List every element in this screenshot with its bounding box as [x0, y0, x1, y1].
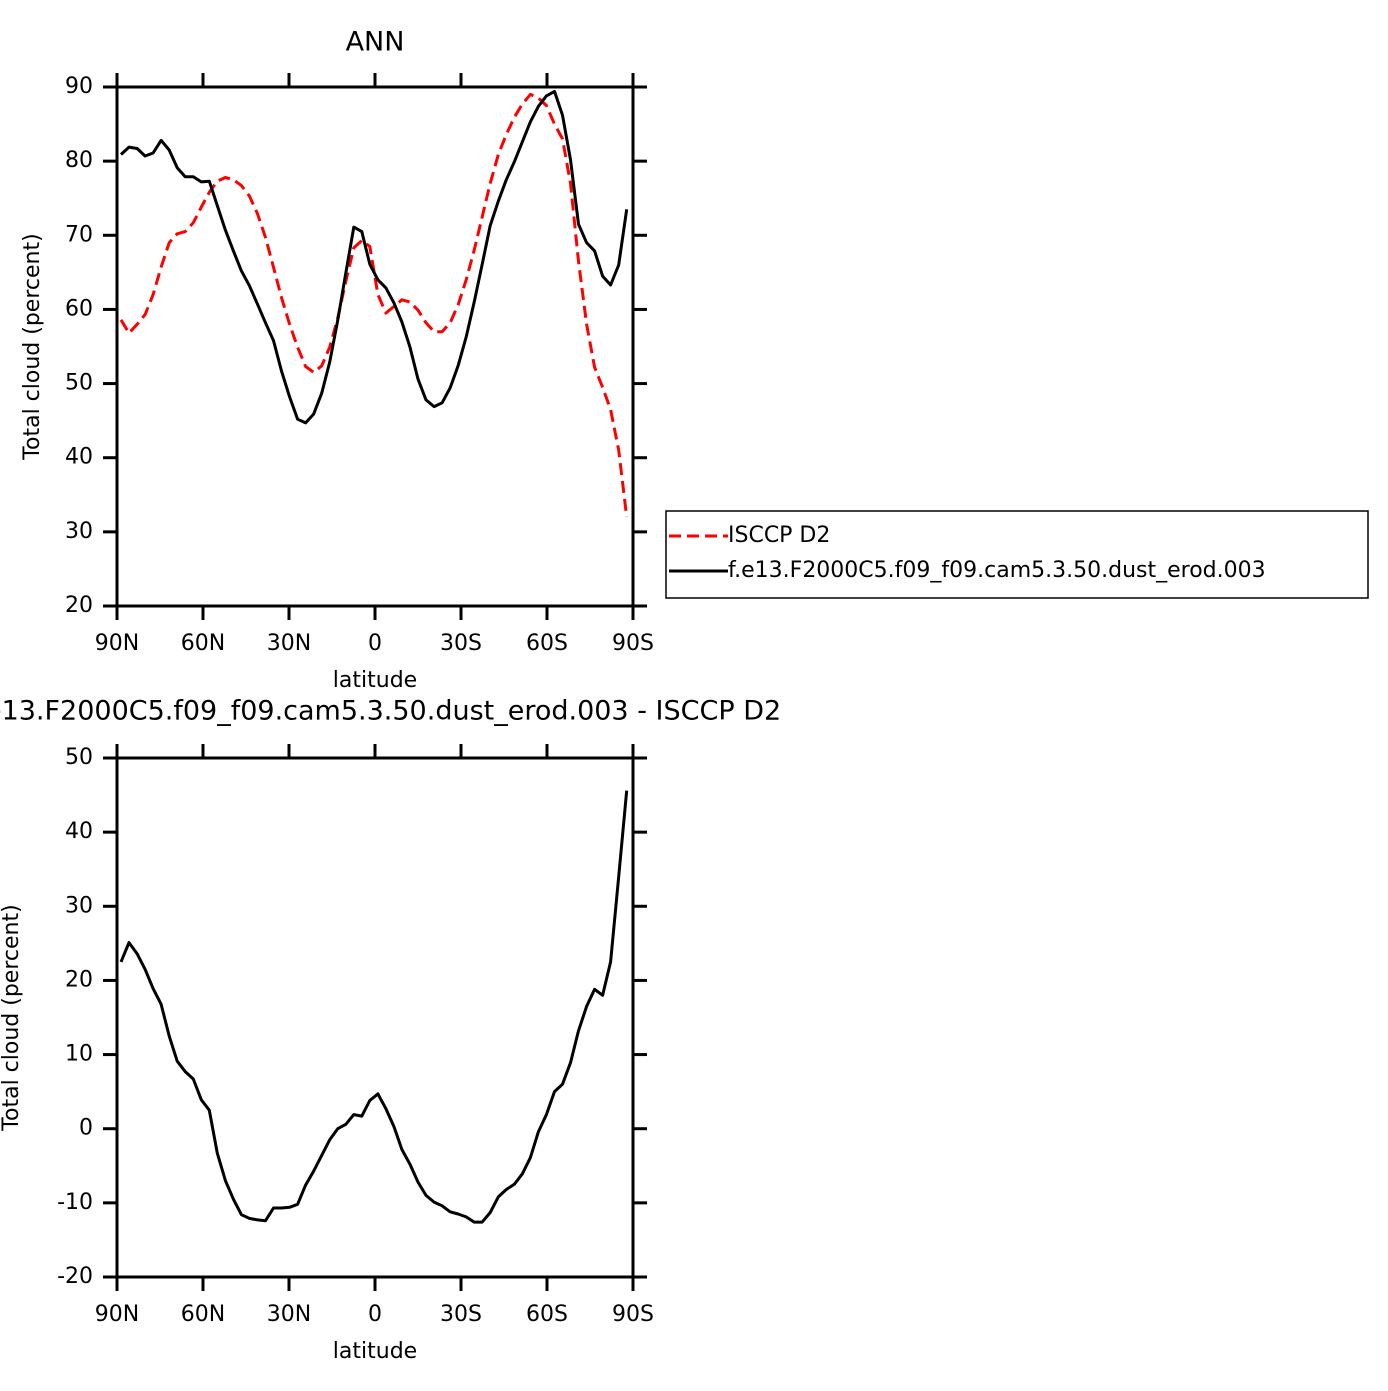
- x-tick-label: 0: [368, 1302, 382, 1327]
- x-tick-label: 60S: [526, 631, 568, 656]
- x-tick-label: 90S: [612, 631, 654, 656]
- x-axis-label: latitude: [333, 668, 417, 693]
- y-tick-label: 70: [65, 222, 93, 247]
- x-tick-label: 30S: [440, 631, 482, 656]
- x-tick-label: 60N: [181, 1302, 225, 1327]
- y-tick-label: 20: [65, 967, 93, 992]
- legend-box: [665, 510, 1369, 599]
- x-axis-label: latitude: [333, 1339, 417, 1364]
- data-line: [119, 790, 629, 1224]
- y-tick-label: 0: [79, 1116, 93, 1141]
- y-tick-label: 20: [65, 593, 93, 618]
- y-tick-label: 30: [65, 519, 93, 544]
- chart-title: f.e13.F2000C5.f09_f09.cam5.3.50.dust_ero…: [0, 696, 781, 727]
- x-tick-label: 60S: [526, 1302, 568, 1327]
- x-tick-label: 90N: [95, 1302, 139, 1327]
- y-axis-label: Total cloud (percent): [0, 904, 24, 1131]
- x-tick-label: 30N: [267, 1302, 311, 1327]
- x-tick-label: 60N: [181, 631, 225, 656]
- y-tick-label: 90: [65, 74, 93, 99]
- plot-frame: [115, 85, 635, 608]
- data-line: [119, 92, 629, 518]
- y-tick-label: -20: [57, 1264, 93, 1289]
- x-tick-label: 0: [368, 631, 382, 656]
- y-tick-label: 10: [65, 1042, 93, 1067]
- y-tick-label: -10: [57, 1190, 93, 1215]
- y-tick-label: 80: [65, 148, 93, 173]
- x-tick-label: 30N: [267, 631, 311, 656]
- y-axis-label: Total cloud (percent): [20, 233, 45, 460]
- data-line: [119, 89, 629, 425]
- y-tick-label: 30: [65, 893, 93, 918]
- y-tick-label: 40: [65, 445, 93, 470]
- y-tick-label: 50: [65, 745, 93, 770]
- y-tick-label: 60: [65, 296, 93, 321]
- plot-frame: [115, 756, 635, 1279]
- x-tick-label: 30S: [440, 1302, 482, 1327]
- y-tick-label: 40: [65, 819, 93, 844]
- legend-label: ISCCP D2: [728, 523, 830, 548]
- x-tick-label: 90S: [612, 1302, 654, 1327]
- y-tick-label: 50: [65, 371, 93, 396]
- chart-title: ANN: [346, 27, 405, 58]
- legend-label: f.e13.F2000C5.f09_f09.cam5.3.50.dust_ero…: [728, 558, 1266, 583]
- x-tick-label: 90N: [95, 631, 139, 656]
